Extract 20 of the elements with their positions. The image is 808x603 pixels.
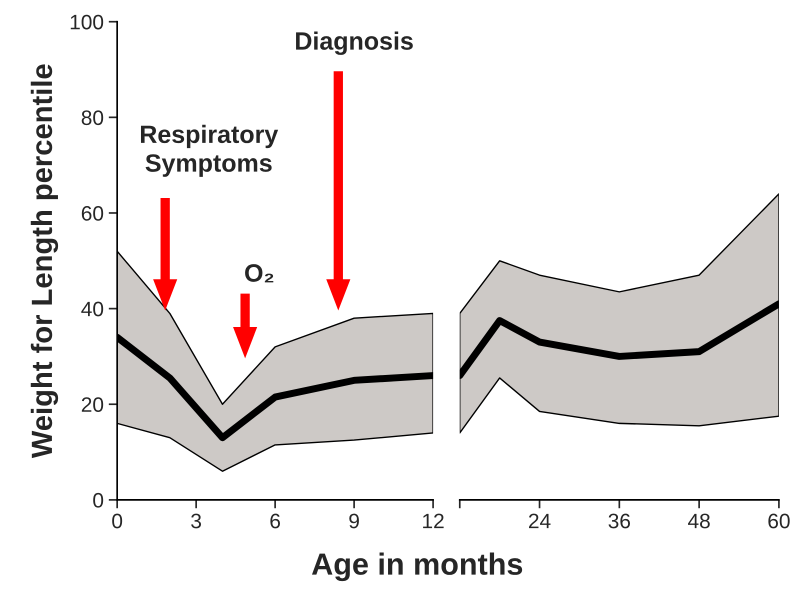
x-tick-label: 3 — [191, 514, 202, 528]
x-axis-title: Age in months — [312, 552, 522, 582]
y-tick-label: 60 — [82, 206, 104, 221]
annotation: O₂ — [245, 264, 274, 282]
x-tick-label: 48 — [688, 514, 710, 528]
y-axis-title: Weight for Length percentile — [30, 64, 58, 458]
x-tick-label: 36 — [608, 514, 630, 528]
x-tick-label: 60 — [768, 514, 790, 528]
y-tick-label: 40 — [81, 302, 104, 316]
y-tick-label: 20 — [82, 397, 104, 412]
annotation: Respiratory Symptoms — [140, 124, 278, 177]
y-tick-label: 80 — [82, 110, 104, 126]
y-tick-label: 0 — [93, 492, 104, 508]
x-tick-label: 0 — [112, 514, 122, 528]
annotation: Diagnosis — [296, 32, 413, 55]
x-tick-label: 24 — [529, 514, 551, 528]
x-tick-label: 12 — [423, 514, 444, 528]
x-tick-label: 9 — [349, 514, 359, 528]
y-tick-label: 100 — [70, 14, 104, 30]
x-tick-label: 6 — [270, 514, 280, 528]
